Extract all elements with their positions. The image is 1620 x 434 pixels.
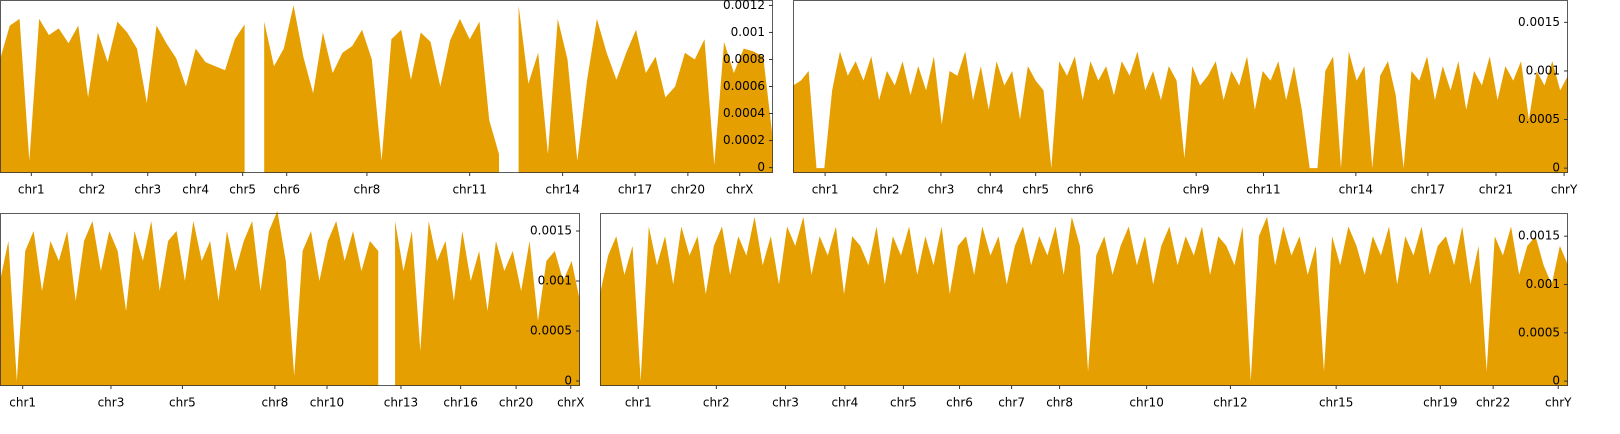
coverage-area <box>264 5 500 173</box>
x-tick-label: chr3 <box>928 183 955 197</box>
panel <box>600 216 1568 386</box>
y-tick-label: 0.0015 <box>530 224 572 238</box>
y-tick-label: 0 <box>1552 161 1560 175</box>
x-tick-label: chr5 <box>1022 183 1049 197</box>
x-tick-label: chr2 <box>79 183 106 197</box>
y-tick-label: 0.0008 <box>723 52 765 66</box>
x-tick-label: chr16 <box>443 396 477 410</box>
x-tick-label: chr2 <box>703 396 730 410</box>
y-tick-label: 0.0006 <box>723 79 765 93</box>
x-tick-label: chr9 <box>1183 183 1210 197</box>
y-tick-label: 0.0012 <box>723 0 765 12</box>
x-tick-label: chr8 <box>261 396 288 410</box>
x-tick-label: chr4 <box>182 183 209 197</box>
x-tick-label: chr3 <box>98 396 125 410</box>
plot-frame <box>600 213 1568 386</box>
x-tick-label: chr4 <box>977 183 1004 197</box>
x-tick-label: chr1 <box>9 396 36 410</box>
x-tick-label: chr20 <box>671 183 705 197</box>
x-tick-label: chr17 <box>618 183 652 197</box>
x-tick-label: chr11 <box>1246 183 1280 197</box>
x-tick-label: chr8 <box>354 183 381 197</box>
x-tick-label: chr3 <box>134 183 161 197</box>
x-tick-label: chr3 <box>772 396 799 410</box>
x-tick-label: chrY <box>1551 183 1578 197</box>
x-tick-label: chr19 <box>1423 396 1457 410</box>
x-tick-label: chr12 <box>1213 396 1247 410</box>
x-tick-label: chr1 <box>625 396 652 410</box>
y-tick-label: 0.0005 <box>1518 325 1560 339</box>
x-tick-label: chrX <box>726 183 753 197</box>
x-tick-label: chr22 <box>1476 396 1510 410</box>
plot-frame <box>793 0 1568 173</box>
coverage-area <box>600 216 1568 386</box>
x-tick-label: chr5 <box>169 396 196 410</box>
coverage-area <box>395 221 580 386</box>
x-tick-label: chr10 <box>1129 396 1163 410</box>
y-tick-label: 0 <box>564 374 572 388</box>
x-tick-label: chr15 <box>1319 396 1353 410</box>
y-tick-label: 0.0015 <box>1518 229 1560 243</box>
x-tick-label: chr10 <box>310 396 344 410</box>
x-tick-label: chr7 <box>998 396 1025 410</box>
x-tick-label: chr6 <box>946 396 973 410</box>
coverage-area <box>518 5 773 173</box>
x-tick-label: chr14 <box>1339 183 1373 197</box>
panel <box>0 5 773 173</box>
coverage-area <box>0 211 379 386</box>
y-tick-label: 0 <box>1552 374 1560 388</box>
x-tick-label: chr21 <box>1479 183 1513 197</box>
x-tick-label: chr1 <box>812 183 839 197</box>
y-tick-label: 0.0005 <box>1518 112 1560 126</box>
x-tick-label: chr14 <box>545 183 579 197</box>
y-tick-label: 0.0005 <box>530 324 572 338</box>
panel <box>793 51 1568 174</box>
coverage-area <box>793 51 1568 174</box>
y-tick-label: 0.001 <box>538 274 572 288</box>
y-tick-label: 0.001 <box>1526 63 1560 77</box>
x-tick-label: chr5 <box>890 396 917 410</box>
x-tick-label: chrY <box>1545 396 1572 410</box>
coverage-area <box>0 18 245 173</box>
y-tick-label: 0 <box>757 160 765 174</box>
x-tick-label: chr1 <box>18 183 45 197</box>
x-tick-label: chr4 <box>831 396 858 410</box>
y-tick-label: 0.0004 <box>723 106 765 120</box>
x-tick-label: chr20 <box>499 396 533 410</box>
x-tick-label: chr13 <box>384 396 418 410</box>
x-tick-label: chr17 <box>1411 183 1445 197</box>
x-tick-label: chr6 <box>273 183 300 197</box>
y-tick-label: 0.0015 <box>1518 15 1560 29</box>
x-tick-label: chr8 <box>1046 396 1073 410</box>
panel <box>0 211 580 386</box>
plot-frame <box>0 213 580 386</box>
x-tick-label: chr2 <box>873 183 900 197</box>
y-tick-label: 0.0002 <box>723 133 765 147</box>
y-tick-label: 0.001 <box>1526 277 1560 291</box>
x-tick-label: chr5 <box>229 183 256 197</box>
x-tick-label: chr6 <box>1067 183 1094 197</box>
y-tick-label: 0.001 <box>731 25 765 39</box>
x-tick-label: chrX <box>557 396 584 410</box>
x-tick-label: chr11 <box>452 183 486 197</box>
